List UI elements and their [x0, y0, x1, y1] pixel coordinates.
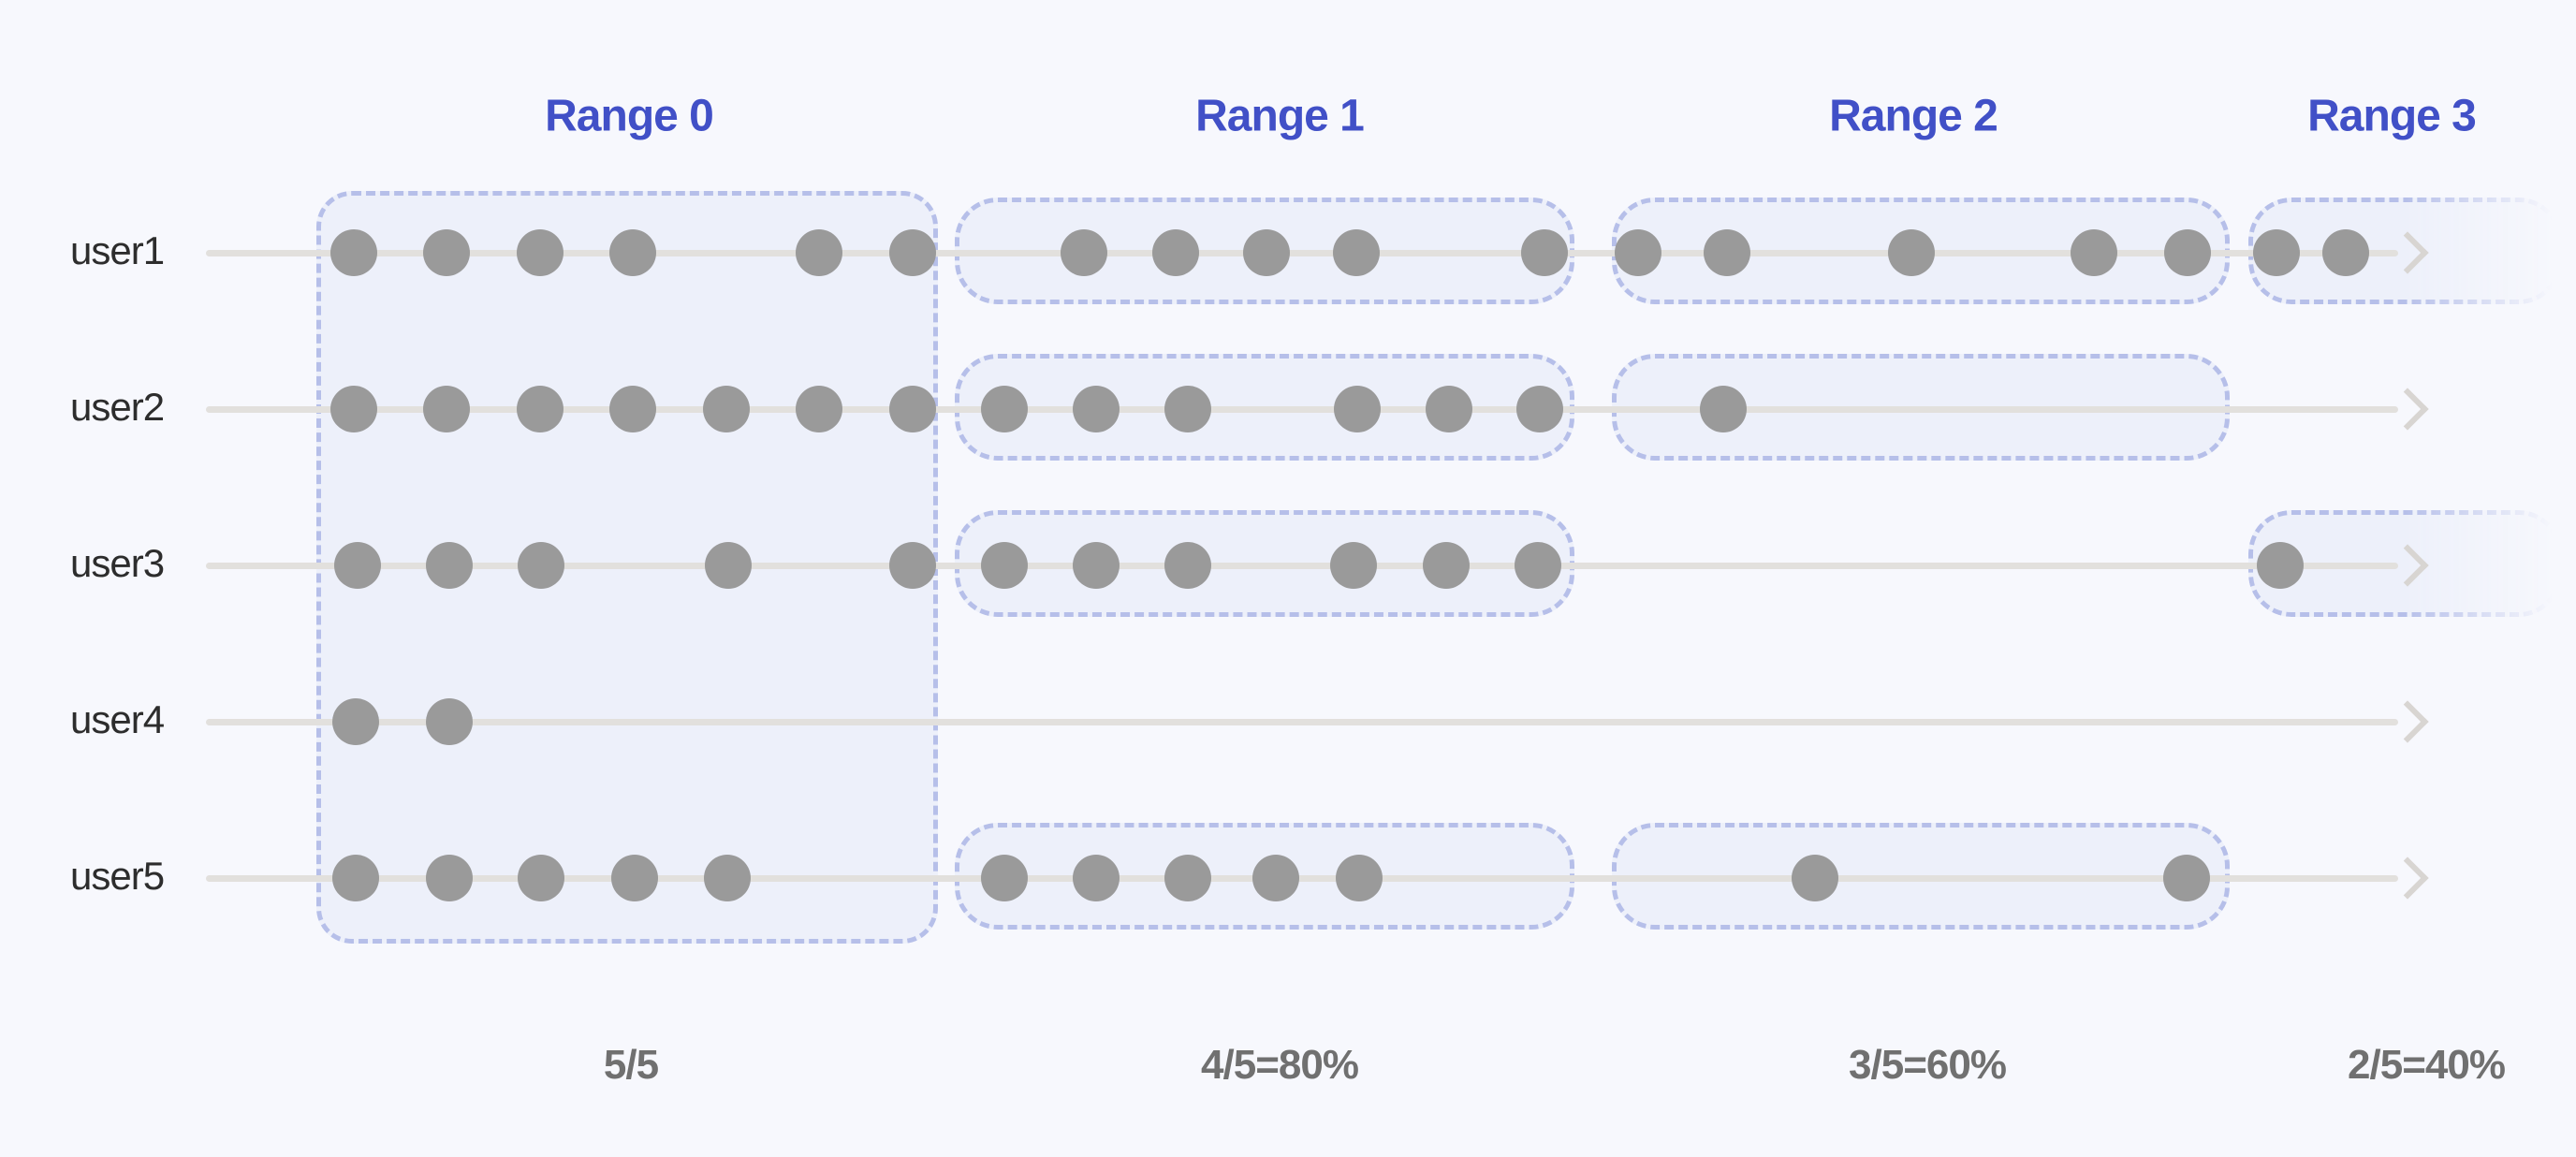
- event-dot: [1704, 229, 1750, 276]
- user-row-label: user5: [70, 854, 165, 899]
- timeline-line: [206, 875, 2398, 882]
- arrowhead-icon: [2386, 857, 2429, 900]
- event-dot: [703, 386, 750, 432]
- event-dot: [517, 229, 564, 276]
- arrowhead-icon: [2386, 700, 2429, 743]
- event-dot: [423, 386, 470, 432]
- event-dot: [981, 386, 1028, 432]
- user-row-label: user1: [70, 228, 165, 273]
- event-dot: [889, 542, 936, 589]
- retention-stat: 3/5=60%: [1849, 1042, 2007, 1088]
- event-dot: [1073, 386, 1120, 432]
- timeline-line: [206, 406, 2398, 413]
- event-dot: [334, 542, 381, 589]
- event-dot: [2163, 855, 2210, 901]
- event-dot: [1073, 855, 1120, 901]
- event-dot: [1888, 229, 1935, 276]
- event-dot: [2071, 229, 2117, 276]
- event-dot: [2257, 542, 2304, 589]
- event-dot: [1073, 542, 1120, 589]
- range-title: Range 3: [2307, 91, 2477, 141]
- event-dot: [1423, 542, 1470, 589]
- event-dot: [1333, 229, 1380, 276]
- event-dot: [1164, 386, 1211, 432]
- range-title: Range 0: [545, 91, 714, 141]
- event-dot: [1521, 229, 1568, 276]
- event-dot: [609, 386, 656, 432]
- timeline-line: [206, 719, 2398, 725]
- event-dot: [330, 386, 377, 432]
- event-dot: [2164, 229, 2211, 276]
- event-dot: [1334, 386, 1381, 432]
- event-dot: [2322, 229, 2369, 276]
- event-dot: [1515, 542, 1561, 589]
- event-dot: [1336, 855, 1383, 901]
- event-dot: [518, 855, 564, 901]
- event-dot: [332, 698, 379, 745]
- retention-stat: 5/5: [603, 1042, 659, 1088]
- event-dot: [426, 855, 473, 901]
- event-dot: [609, 229, 656, 276]
- retention-stat: 4/5=80%: [1201, 1042, 1359, 1088]
- event-dot: [1516, 386, 1563, 432]
- event-dot: [796, 229, 842, 276]
- timeline-line: [206, 250, 2398, 256]
- event-dot: [704, 855, 751, 901]
- event-dot: [330, 229, 377, 276]
- event-dot: [889, 386, 936, 432]
- event-dot: [1152, 229, 1199, 276]
- event-dot: [426, 542, 473, 589]
- event-dot: [1252, 855, 1299, 901]
- event-dot: [426, 698, 473, 745]
- arrowhead-icon: [2386, 388, 2429, 431]
- user-row-label: user4: [70, 697, 165, 742]
- event-dot: [1243, 229, 1290, 276]
- event-dot: [705, 542, 752, 589]
- range-title: Range 2: [1829, 91, 1998, 141]
- event-dot: [1426, 386, 1472, 432]
- event-dot: [1330, 542, 1377, 589]
- user-row-label: user2: [70, 385, 165, 430]
- timeline-line: [206, 563, 2398, 569]
- event-dot: [1700, 386, 1747, 432]
- event-dot: [423, 229, 470, 276]
- event-dot: [2253, 229, 2300, 276]
- event-dot: [518, 542, 564, 589]
- event-dot: [1615, 229, 1661, 276]
- user-row-label: user3: [70, 541, 165, 586]
- event-dot: [981, 855, 1028, 901]
- range-title: Range 1: [1195, 91, 1365, 141]
- event-dot: [1061, 229, 1107, 276]
- event-dot: [611, 855, 658, 901]
- event-dot: [981, 542, 1028, 589]
- event-dot: [889, 229, 936, 276]
- event-dot: [1164, 542, 1211, 589]
- event-dot: [332, 855, 379, 901]
- retention-stat: 2/5=40%: [2348, 1042, 2506, 1088]
- event-dot: [517, 386, 564, 432]
- event-dot: [1792, 855, 1838, 901]
- event-dot: [796, 386, 842, 432]
- event-dot: [1164, 855, 1211, 901]
